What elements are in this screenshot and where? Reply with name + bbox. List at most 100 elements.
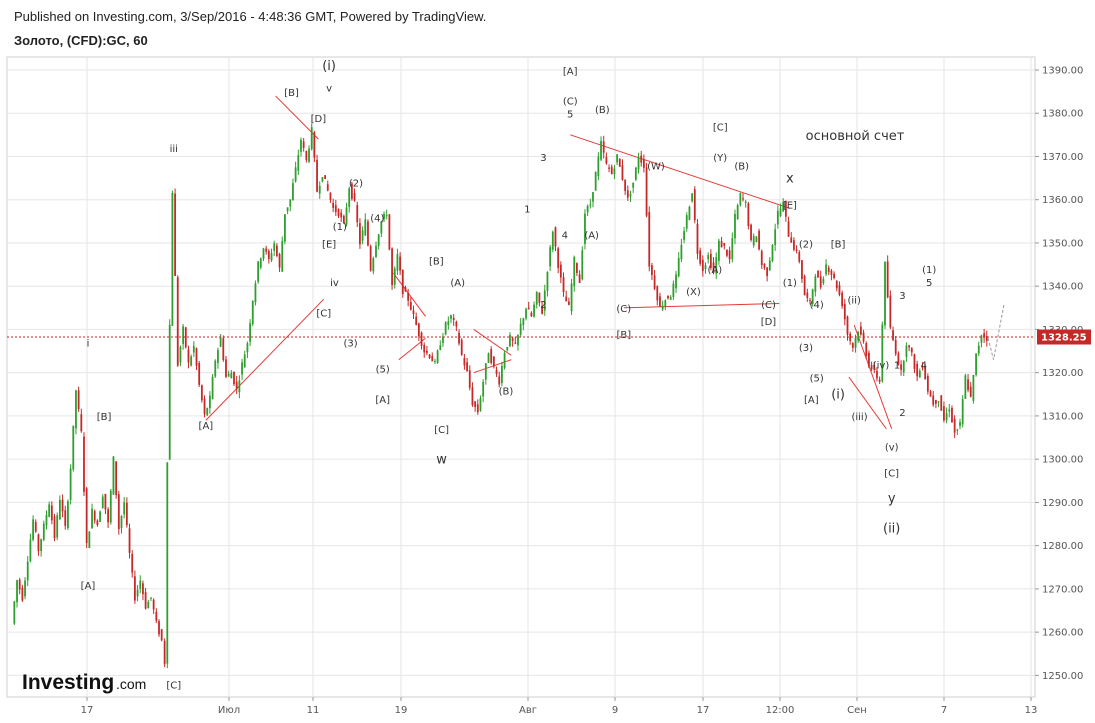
wave-label: (X) bbox=[686, 287, 701, 298]
candle-body bbox=[297, 155, 300, 171]
candle-body bbox=[642, 159, 645, 168]
candle-body bbox=[219, 337, 222, 347]
wave-label: [E] bbox=[783, 200, 797, 211]
candle-body bbox=[305, 151, 308, 160]
candle-body bbox=[718, 240, 720, 261]
candle-body bbox=[158, 621, 160, 635]
wave-label: [A] bbox=[81, 581, 96, 592]
candle-body bbox=[918, 370, 921, 378]
candle-body bbox=[442, 336, 444, 343]
wave-label: [A] bbox=[804, 395, 819, 406]
wave-label: [B] bbox=[831, 239, 846, 250]
candle-body bbox=[934, 399, 937, 404]
candle-body bbox=[195, 348, 198, 366]
candle-body bbox=[487, 353, 490, 363]
candle-body bbox=[222, 338, 225, 360]
candle-body bbox=[187, 349, 190, 363]
wave-label: (5) bbox=[810, 373, 824, 384]
wave-label: x bbox=[786, 171, 794, 186]
wave-label: 1 bbox=[524, 205, 530, 216]
candle-body bbox=[238, 380, 241, 393]
candle-body bbox=[123, 502, 126, 515]
candle-body bbox=[490, 349, 493, 363]
candle-body bbox=[549, 247, 552, 267]
candle-body bbox=[174, 193, 176, 276]
candle-body bbox=[750, 224, 752, 241]
candle-body bbox=[959, 422, 961, 427]
candle-body bbox=[511, 338, 514, 341]
candle-body bbox=[109, 490, 112, 523]
candle-body bbox=[385, 215, 388, 217]
wave-label: [B] bbox=[284, 88, 299, 99]
candle-body bbox=[892, 330, 894, 341]
x-tick-label: Авг bbox=[519, 705, 537, 716]
y-tick-label: 1390.00 bbox=[1042, 65, 1083, 76]
wave-label: [C] bbox=[434, 425, 449, 436]
wave-label: (1) bbox=[333, 222, 347, 233]
candle-body bbox=[326, 184, 329, 191]
candle-body bbox=[843, 303, 846, 320]
candle-body bbox=[45, 514, 48, 526]
candle-body bbox=[680, 244, 683, 260]
candle-body bbox=[50, 505, 53, 521]
candle-body bbox=[857, 331, 860, 341]
candle-body bbox=[977, 345, 980, 354]
candle-body bbox=[214, 360, 217, 377]
candle-body bbox=[262, 248, 265, 259]
projection-path bbox=[987, 303, 1005, 360]
candle-body bbox=[980, 335, 983, 343]
wave-label: [D] bbox=[761, 317, 777, 328]
candle-body bbox=[125, 502, 128, 526]
candle-body bbox=[372, 258, 375, 272]
candle-body bbox=[527, 307, 530, 310]
wave-label: (iv) bbox=[873, 360, 890, 371]
candle-body bbox=[948, 409, 951, 412]
y-tick-label: 1290.00 bbox=[1042, 498, 1083, 509]
candle-body bbox=[688, 206, 691, 220]
candle-body bbox=[56, 515, 59, 538]
y-tick-label: 1380.00 bbox=[1042, 109, 1083, 120]
candle-body bbox=[64, 510, 67, 526]
candle-body bbox=[562, 277, 565, 293]
y-axis: 1250.00 1260.00 1270.00 1280.00 1290.00 1300.… bbox=[1035, 65, 1083, 682]
candle-body bbox=[742, 198, 744, 200]
candle-body bbox=[602, 141, 605, 153]
candle-body bbox=[313, 132, 316, 158]
candle-body bbox=[653, 275, 656, 289]
candle-body bbox=[21, 587, 24, 601]
candle-body bbox=[85, 488, 88, 544]
candle-body bbox=[294, 167, 297, 182]
candle-body bbox=[803, 276, 806, 296]
wave-label: [E] bbox=[322, 239, 336, 250]
wave-annotations: i [B] [A] [C] iii [A] [B] (i) v [D] (2) (1) (4) [E] iv… bbox=[81, 59, 937, 691]
candle-body bbox=[610, 166, 613, 174]
candle-body bbox=[605, 157, 608, 164]
wave-label: (v) bbox=[885, 443, 899, 454]
candle-body bbox=[637, 158, 640, 170]
candle-body bbox=[184, 327, 187, 348]
candle-body bbox=[953, 418, 956, 433]
candle-body bbox=[932, 395, 935, 405]
candle-body bbox=[964, 375, 967, 399]
candle-body bbox=[393, 268, 396, 285]
candle-body bbox=[768, 260, 771, 270]
candle-body bbox=[835, 280, 838, 289]
candle-body bbox=[945, 413, 948, 421]
candle-body bbox=[334, 205, 337, 212]
candle-body bbox=[495, 369, 498, 375]
candle-body bbox=[626, 190, 629, 198]
wave-label: (i) bbox=[831, 388, 845, 403]
candle-body bbox=[24, 580, 26, 597]
candle-body bbox=[466, 362, 468, 372]
projection-line bbox=[987, 303, 1005, 360]
candle-body bbox=[163, 640, 166, 665]
wave-label: (i) bbox=[322, 59, 336, 74]
trendline bbox=[205, 298, 325, 421]
trendline bbox=[393, 272, 426, 317]
candle-body bbox=[535, 291, 538, 305]
candle-body bbox=[458, 332, 460, 344]
candle-body bbox=[155, 611, 158, 621]
candle-body bbox=[774, 229, 777, 246]
wave-label: (B) bbox=[499, 386, 514, 397]
